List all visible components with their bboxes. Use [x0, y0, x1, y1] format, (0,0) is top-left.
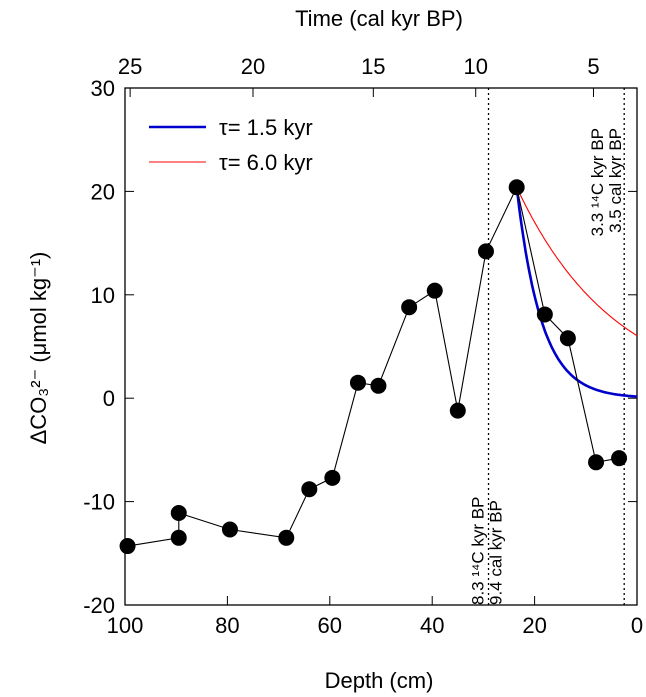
data-point: [370, 377, 387, 394]
data-point: [301, 481, 318, 498]
x-tick-label: 0: [631, 613, 643, 638]
x-tick-label: 100: [107, 613, 144, 638]
y-axis-title: ΔCO₃²⁻ (μmol kg⁻¹): [26, 252, 51, 445]
data-point: [221, 521, 238, 538]
reference-label: 8.3 ¹⁴C kyr BP: [469, 497, 488, 605]
x-tick-label: 40: [420, 613, 444, 638]
data-point: [426, 282, 443, 299]
top-tick-label: 20: [241, 54, 265, 79]
x-tick-label: 80: [215, 613, 239, 638]
x-tick-label: 20: [522, 613, 546, 638]
top-tick-label: 15: [361, 54, 385, 79]
x-tick-label: 60: [318, 613, 342, 638]
data-point: [170, 529, 187, 546]
top-tick-label: 5: [587, 54, 599, 79]
y-tick-label: 10: [91, 283, 115, 308]
y-tick-label: -10: [83, 490, 115, 515]
data-point: [611, 450, 628, 467]
reference-label: 3.3 ¹⁴C kyr BP: [588, 128, 607, 236]
legend-label: τ= 6.0 kyr: [219, 150, 313, 175]
top-tick-label: 10: [463, 54, 487, 79]
legend-label: τ= 1.5 kyr: [219, 115, 313, 140]
data-point: [536, 306, 553, 323]
data-point: [324, 469, 341, 486]
data-point: [119, 538, 136, 555]
decay-curve: [516, 187, 638, 337]
data-point: [349, 374, 366, 391]
data-point: [588, 454, 605, 471]
x-axis-title: Depth (cm): [325, 668, 434, 693]
y-tick-label: -20: [83, 593, 115, 618]
data-point: [170, 504, 187, 521]
reference-label: 3.5 cal kyr BP: [606, 128, 625, 233]
data-point: [559, 330, 576, 347]
y-tick-label: 30: [91, 76, 115, 101]
data-point: [508, 179, 525, 196]
top-axis-title: Time (cal kyr BP): [295, 6, 463, 31]
data-point: [477, 243, 494, 260]
y-tick-label: 20: [91, 179, 115, 204]
reference-label: 9.4 cal kyr BP: [487, 500, 506, 605]
data-point: [278, 529, 295, 546]
data-point: [401, 299, 418, 316]
top-tick-label: 25: [118, 54, 142, 79]
y-tick-label: 0: [103, 386, 115, 411]
data-point: [449, 402, 466, 419]
plot-frame: [124, 87, 638, 606]
